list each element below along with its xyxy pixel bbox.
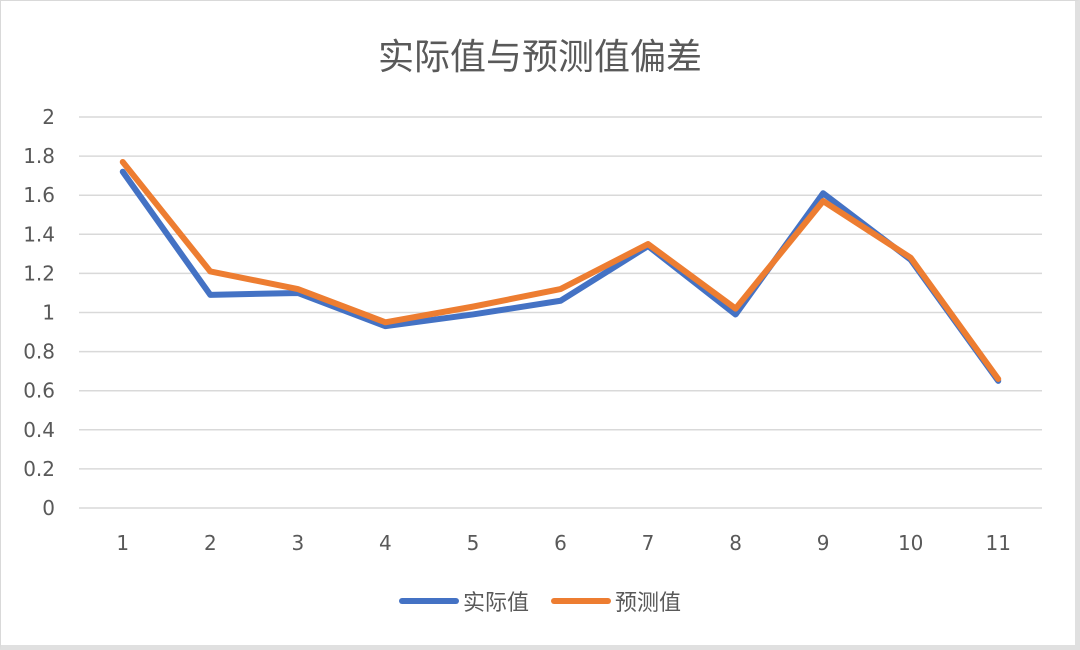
legend-label-actual: 实际值 <box>462 591 529 616</box>
x-tick-label: 5 <box>467 531 480 555</box>
x-tick-label: 11 <box>986 531 1011 555</box>
legend: 实际值 预测值 <box>0 585 1080 617</box>
legend-swatch-predicted <box>551 598 611 604</box>
series-line-actual <box>119 168 1002 384</box>
chart-title: 实际值与预测值偏差 <box>377 37 702 78</box>
y-tick-label: 1.4 <box>23 222 55 246</box>
y-tick-label: 0.4 <box>23 418 55 442</box>
x-tick-label: 1 <box>116 531 129 555</box>
y-tick-label: 1 <box>42 301 55 325</box>
y-tick-label: 1.2 <box>23 261 55 285</box>
y-tick-label: 1.6 <box>23 183 55 207</box>
y-tick-label: 0.6 <box>23 379 55 403</box>
x-tick-label: 6 <box>554 531 567 555</box>
legend-label-predicted: 预测值 <box>615 591 682 616</box>
series-line-predicted <box>119 158 1002 382</box>
legend-item-actual: 实际值 <box>398 585 529 617</box>
y-tick-label: 0 <box>42 496 55 520</box>
y-tick-label: 0.2 <box>23 457 55 481</box>
x-tick-label: 2 <box>204 531 217 555</box>
y-tick-label: 2 <box>42 105 55 129</box>
x-tick-label: 8 <box>729 531 742 555</box>
x-tick-label: 3 <box>291 531 304 555</box>
x-tick-label: 10 <box>898 531 923 555</box>
x-tick-label: 7 <box>642 531 655 555</box>
x-tick-label: 4 <box>379 531 392 555</box>
y-tick-label: 1.8 <box>23 144 55 168</box>
y-tick-label: 0.8 <box>23 340 55 364</box>
x-tick-label: 9 <box>817 531 830 555</box>
legend-item-predicted: 预测值 <box>551 585 681 617</box>
legend-swatch-actual <box>398 598 459 604</box>
